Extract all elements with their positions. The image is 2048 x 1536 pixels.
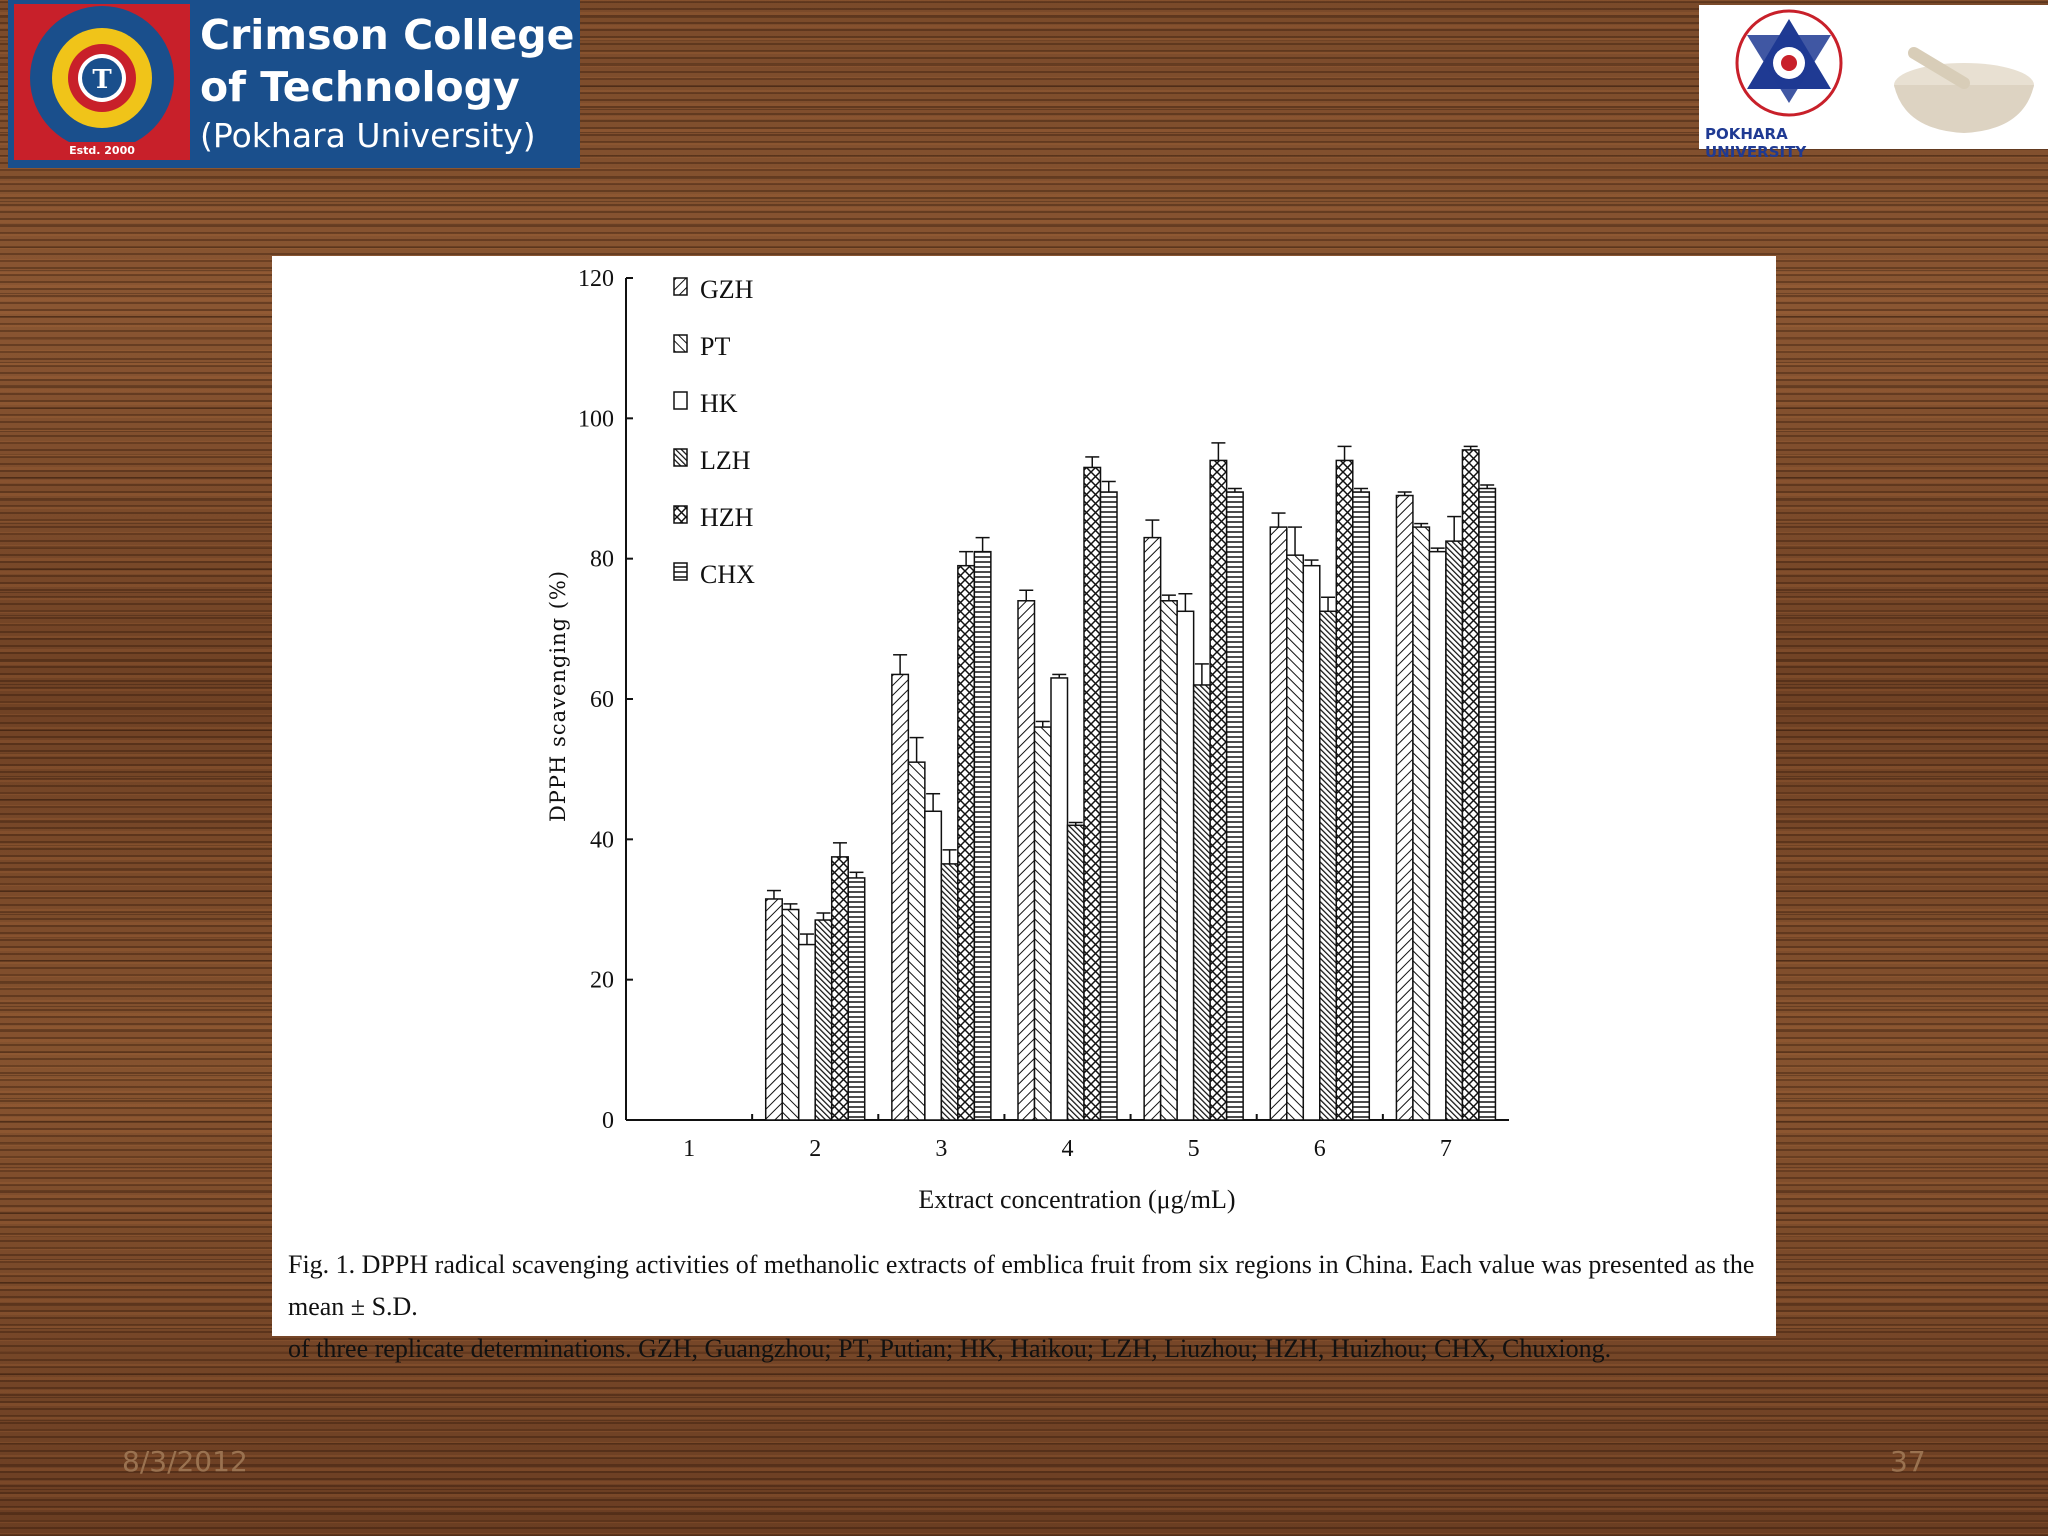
bar-chx	[1099, 491, 1118, 1121]
bar-hk	[924, 810, 943, 1121]
x-tick-label: 4	[1062, 1136, 1074, 1162]
bar-gzh	[1269, 526, 1288, 1121]
legend-label-hk: HK	[700, 389, 738, 418]
caption-line1: Fig. 1. DPPH radical scavenging activiti…	[288, 1250, 1755, 1321]
legend-swatch-gzh	[673, 277, 688, 296]
college-logo: T Estd. 2000 Crimson College of Technolo…	[8, 0, 580, 168]
college-name-line2: of Technology	[200, 63, 520, 111]
college-seal-icon: T Estd. 2000	[12, 2, 192, 166]
bar-lzh	[1192, 684, 1211, 1121]
x-axis-label: Extract concentration (μg/mL)	[918, 1185, 1235, 1214]
bar-lzh	[1066, 824, 1085, 1121]
university-emblem-icon	[1735, 9, 2034, 133]
bar-hzh	[1461, 449, 1480, 1121]
svg-text:T: T	[92, 65, 112, 95]
slide-date: 8/3/2012	[122, 1445, 248, 1478]
college-name: Crimson College of Technology (Pokhara U…	[200, 9, 574, 159]
legend-label-chx: CHX	[700, 560, 755, 589]
y-tick-label: 80	[590, 547, 614, 573]
bar-hzh	[1209, 459, 1228, 1121]
bar-hk	[797, 943, 816, 1121]
caption-line2: of three replicate determinations. GZH, …	[288, 1334, 1612, 1363]
bar-hk	[1428, 550, 1447, 1121]
bar-gzh	[764, 898, 783, 1121]
bar-pt	[781, 908, 800, 1121]
bar-pt	[1033, 726, 1052, 1121]
bar-pt	[1159, 600, 1178, 1121]
figure-caption: Fig. 1. DPPH radical scavenging activiti…	[288, 1244, 1768, 1370]
y-tick-label: 0	[602, 1108, 614, 1134]
college-name-line1: Crimson College	[200, 11, 575, 59]
bar-chx	[847, 877, 866, 1121]
bar-hk	[1302, 564, 1321, 1121]
dpph-bar-chart: 0 20 40 60 80 100 120 1 2 3 4 5 6 7 GZH PT HK LZH HZH CHX D…	[546, 266, 1509, 1214]
bar-lzh	[1319, 610, 1338, 1121]
college-name-line3: (Pokhara University)	[200, 116, 536, 155]
bar-hzh	[1083, 466, 1102, 1121]
x-tick-label: 1	[683, 1136, 695, 1162]
x-tick-label: 3	[935, 1136, 947, 1162]
legend-swatch-lzh	[673, 448, 688, 467]
y-tick-label: 20	[590, 968, 614, 994]
bar-gzh	[1395, 494, 1414, 1121]
legend-swatch-hzh	[673, 505, 688, 524]
legend-label-lzh: LZH	[700, 446, 751, 475]
slide-number: 37	[1890, 1445, 1926, 1478]
y-tick-label: 40	[590, 827, 614, 853]
bar-hk	[1050, 677, 1069, 1121]
legend-label-gzh: GZH	[700, 275, 754, 304]
legend-label-hzh: HZH	[700, 503, 754, 532]
bar-pt	[1412, 526, 1431, 1121]
bar-chx	[973, 550, 992, 1121]
y-tick-label: 120	[578, 266, 614, 292]
x-tick-label: 5	[1188, 1136, 1200, 1162]
legend-swatch-hk	[673, 391, 688, 410]
bar-lzh	[1445, 540, 1464, 1121]
y-tick-label: 60	[590, 687, 614, 713]
y-axis-label: DPPH scavenging (%)	[546, 570, 570, 822]
bar-gzh	[891, 673, 910, 1121]
x-tick-label: 7	[1440, 1136, 1452, 1162]
figure-panel: 0 20 40 60 80 100 120 1 2 3 4 5 6 7 GZH PT HK LZH HZH CHX D…	[272, 256, 1776, 1363]
bar-gzh	[1017, 600, 1036, 1121]
x-tick-label: 6	[1314, 1136, 1326, 1162]
bar-lzh	[940, 863, 959, 1121]
bar-chx	[1225, 491, 1244, 1121]
bar-gzh	[1143, 536, 1162, 1121]
bar-chx	[1352, 491, 1371, 1121]
bar-hzh	[957, 564, 976, 1121]
legend-swatch-chx	[673, 562, 688, 581]
legend-swatch-pt	[673, 334, 688, 353]
bar-pt	[907, 761, 926, 1121]
bar-hk	[1176, 610, 1195, 1121]
university-name: POKHARA UNIVERSITY	[1705, 125, 1807, 161]
bar-pt	[1286, 554, 1305, 1121]
svg-text:Estd. 2000: Estd. 2000	[69, 144, 135, 157]
bar-chx	[1478, 487, 1497, 1121]
y-tick-label: 100	[578, 406, 614, 432]
bar-hzh	[830, 856, 849, 1121]
legend-label-pt: PT	[700, 332, 730, 361]
x-tick-label: 2	[809, 1136, 821, 1162]
bar-lzh	[814, 919, 833, 1121]
bar-hzh	[1335, 459, 1354, 1121]
pokhara-university-logo: POKHARA UNIVERSITY	[1699, 5, 2048, 161]
